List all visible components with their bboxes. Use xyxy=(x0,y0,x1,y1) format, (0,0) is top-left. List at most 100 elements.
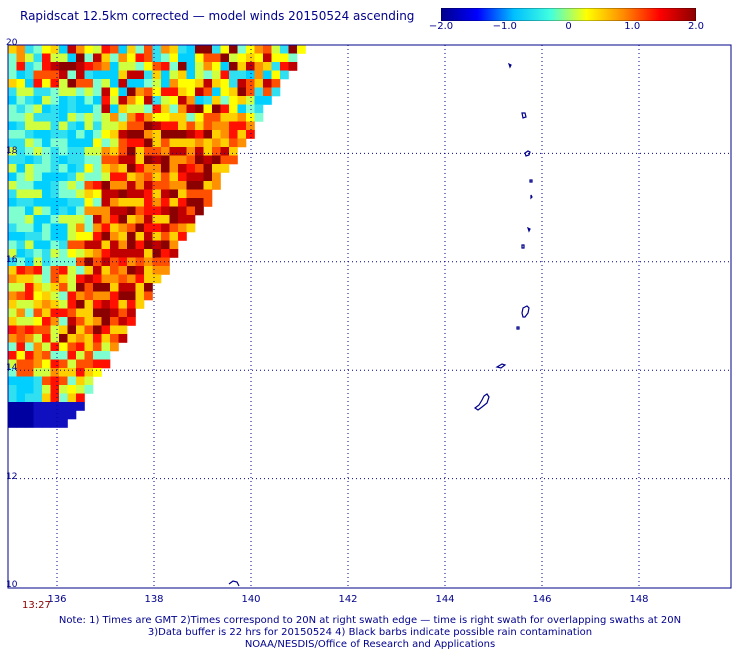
wind-cell xyxy=(50,198,60,207)
wind-cell xyxy=(127,130,136,139)
wind-cell xyxy=(84,198,94,207)
wind-cell xyxy=(25,325,34,335)
wind-cell xyxy=(33,351,43,360)
wind-cell xyxy=(212,164,221,173)
wind-cell xyxy=(118,130,128,139)
wind-cell xyxy=(203,198,213,207)
wind-cell xyxy=(16,266,26,275)
wind-cell xyxy=(152,104,162,114)
wind-cell xyxy=(178,215,187,224)
wind-cell xyxy=(152,96,162,105)
wind-cell xyxy=(118,147,128,156)
wind-cell xyxy=(93,342,102,352)
wind-cell xyxy=(16,172,26,182)
wind-cell xyxy=(101,96,111,105)
wind-cell xyxy=(203,130,213,139)
wind-cell xyxy=(178,189,187,199)
wind-cell xyxy=(101,87,111,97)
wind-cell xyxy=(118,121,128,131)
wind-cell xyxy=(42,317,51,326)
wind-cell xyxy=(76,62,85,71)
wind-cell xyxy=(101,147,111,156)
wind-cell xyxy=(59,274,68,284)
wind-cell xyxy=(152,79,162,88)
wind-cell xyxy=(67,79,77,88)
wind-cell xyxy=(93,104,102,114)
wind-cell xyxy=(76,155,85,165)
wind-cell xyxy=(110,317,119,326)
wind-cell xyxy=(84,359,94,369)
wind-cell xyxy=(212,155,221,165)
wind-cell xyxy=(263,53,272,63)
wind-cell xyxy=(16,62,26,71)
latitude-label: 18 xyxy=(6,146,18,157)
wind-cell xyxy=(8,359,17,369)
wind-cell xyxy=(59,87,68,97)
wind-cell xyxy=(152,266,162,275)
wind-cell xyxy=(237,79,247,88)
wind-cell xyxy=(237,130,247,139)
wind-cell xyxy=(161,206,170,216)
wind-cell xyxy=(144,87,153,97)
wind-cell xyxy=(33,164,43,173)
note-line-3: NOAA/NESDIS/Office of Research and Appli… xyxy=(244,639,496,650)
wind-cell xyxy=(16,45,26,54)
wind-cell xyxy=(59,198,68,207)
wind-cell xyxy=(144,130,153,139)
wind-cell xyxy=(59,359,68,369)
wind-cell xyxy=(254,104,264,114)
wind-cell xyxy=(67,104,77,114)
wind-cell xyxy=(67,45,77,54)
wind-cell xyxy=(101,274,111,284)
wind-cell xyxy=(50,376,60,386)
wind-cell xyxy=(161,121,170,131)
wind-cell xyxy=(59,334,68,343)
wind-cell xyxy=(118,334,128,343)
wind-cell xyxy=(84,70,94,80)
wind-cell xyxy=(178,79,187,88)
wind-cell xyxy=(127,155,136,165)
wind-cell xyxy=(101,189,111,199)
wind-cell xyxy=(101,308,111,318)
wind-cell xyxy=(16,376,26,386)
wind-cell xyxy=(263,62,272,71)
wind-cell xyxy=(33,308,43,318)
wind-cell xyxy=(59,300,68,309)
wind-cell xyxy=(186,130,196,139)
wind-cell xyxy=(93,138,102,148)
wind-cell xyxy=(229,45,238,54)
wind-cell xyxy=(110,283,119,292)
wind-cell xyxy=(8,189,17,199)
wind-cell xyxy=(110,240,119,250)
island-outline xyxy=(516,326,520,330)
wind-cell xyxy=(212,45,221,54)
wind-cell xyxy=(220,70,230,80)
wind-cell xyxy=(178,121,187,131)
wind-cell xyxy=(8,291,17,301)
wind-cell xyxy=(186,121,196,131)
wind-cell xyxy=(42,104,51,114)
wind-cell xyxy=(110,130,119,139)
wind-cell xyxy=(110,249,119,258)
wind-cell xyxy=(101,121,111,131)
wind-cell xyxy=(93,147,102,156)
wind-cell xyxy=(16,291,26,301)
wind-cell xyxy=(33,402,43,411)
wind-cell xyxy=(135,274,145,284)
wind-cell xyxy=(33,240,43,250)
wind-cell xyxy=(42,79,51,88)
wind-cell xyxy=(8,342,17,352)
wind-cell xyxy=(152,113,162,122)
wind-cell xyxy=(50,249,60,258)
wind-cell xyxy=(93,62,102,71)
wind-cell xyxy=(59,62,68,71)
wind-cell xyxy=(169,189,179,199)
wind-cell xyxy=(16,325,26,335)
wind-cell xyxy=(135,62,145,71)
wind-cell xyxy=(16,104,26,114)
wind-cell xyxy=(161,155,170,165)
wind-cell xyxy=(33,342,43,352)
wind-cell xyxy=(33,249,43,258)
wind-cell xyxy=(67,249,77,258)
wind-cell xyxy=(33,223,43,233)
